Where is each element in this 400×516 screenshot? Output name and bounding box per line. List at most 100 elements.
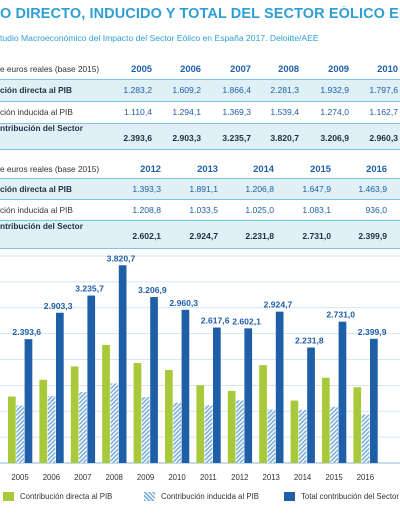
table-cell: 1.294,1 bbox=[172, 107, 201, 117]
table-cell: 3.820,7 bbox=[270, 133, 299, 143]
table-row: ntribución del Sector 2.393,6 2.903,3 3.… bbox=[0, 123, 400, 149]
table-cell: 2.231,8 bbox=[245, 231, 274, 241]
table-cell: 2.281,3 bbox=[270, 85, 299, 95]
contribution-bar-chart: 2.393,6 2.903,33.235,7 3.820,7 3.206,92.960… bbox=[0, 253, 400, 482]
x-tick-label: 2010 bbox=[168, 473, 186, 482]
data-label: 3.820,7 bbox=[107, 253, 136, 263]
bar-direct bbox=[259, 365, 267, 463]
table-cell: 1.083,1 bbox=[302, 205, 331, 215]
table-cell: 1.208,8 bbox=[132, 205, 161, 215]
data-label: 2.924,7 bbox=[264, 300, 293, 310]
bar-induced bbox=[330, 406, 338, 463]
legend-label-induced: Contribución inducida al PIB bbox=[161, 492, 259, 501]
bar-direct bbox=[322, 377, 330, 463]
table-cell: 936,0 bbox=[365, 205, 387, 215]
legend-swatch-total bbox=[284, 492, 295, 501]
unit-label: e euros reales (base 2015) bbox=[0, 64, 100, 74]
table-cell: 1.647,9 bbox=[302, 184, 331, 194]
table-cell: 2.731,0 bbox=[302, 231, 331, 241]
bar-direct bbox=[165, 369, 173, 463]
table-divider bbox=[0, 178, 400, 179]
bar-induced bbox=[110, 383, 119, 463]
data-label: 2.960,3 bbox=[169, 298, 198, 308]
table-row: ción directa al PIB 1.283,2 1.609,2 1.86… bbox=[0, 79, 400, 101]
table-cell: 1.393,3 bbox=[132, 184, 161, 194]
bar-induced bbox=[141, 397, 150, 463]
table-cell: 1.891,1 bbox=[189, 184, 218, 194]
table-header-row: e euros reales (base 2015) 2005 2006 200… bbox=[0, 58, 400, 80]
bar-induced bbox=[204, 405, 213, 463]
year-header: 2008 bbox=[278, 63, 299, 74]
x-tick-label: 2015 bbox=[325, 473, 343, 482]
unit-label: e euros reales (base 2015) bbox=[0, 164, 100, 174]
year-header: 2016 bbox=[366, 163, 387, 174]
row-label: ción inducida al PIB bbox=[0, 205, 73, 215]
x-tick-label: 2005 bbox=[11, 473, 29, 482]
table-cell: 1.274,0 bbox=[320, 107, 349, 117]
table-cell: 2.903,3 bbox=[172, 133, 201, 143]
bar-induced bbox=[236, 400, 244, 463]
legend-label-direct: Contribución directa al PIB bbox=[20, 492, 113, 501]
table-divider bbox=[0, 199, 400, 200]
bar-total bbox=[24, 339, 33, 463]
table-cell: 1.283,2 bbox=[123, 85, 152, 95]
bar-direct bbox=[8, 396, 16, 463]
page-subtitle: tudio Macroeconómico del Impacto del Sec… bbox=[0, 33, 319, 43]
bar-total bbox=[181, 309, 190, 463]
bar-total bbox=[370, 338, 378, 463]
table-divider bbox=[0, 101, 400, 102]
x-tick-label: 2011 bbox=[200, 473, 217, 482]
year-header: 2009 bbox=[328, 63, 349, 74]
data-label: 2.393,6 bbox=[12, 327, 41, 337]
bar-direct bbox=[353, 387, 362, 463]
bar-induced bbox=[173, 402, 181, 463]
bar-induced bbox=[267, 409, 276, 463]
year-header: 2012 bbox=[140, 163, 161, 174]
bar-direct bbox=[133, 362, 142, 463]
row-label: ción directa al PIB bbox=[0, 184, 72, 194]
table-row: ntribución del Sector 2.602,1 2.924,7 2.… bbox=[0, 220, 400, 248]
x-tick-label: 2009 bbox=[137, 473, 154, 482]
bar-induced bbox=[79, 392, 87, 463]
x-tick-label: 2008 bbox=[106, 473, 123, 482]
table-header-row: e euros reales (base 2015) 2012 2013 201… bbox=[0, 158, 400, 180]
table-cell: 2.393,6 bbox=[123, 133, 152, 143]
bar-total bbox=[213, 327, 221, 463]
year-header: 2010 bbox=[377, 63, 398, 74]
bar-total bbox=[338, 321, 347, 463]
bar-total bbox=[56, 312, 64, 463]
table-cell: 1.033,5 bbox=[189, 205, 218, 215]
table-cell: 1.162,7 bbox=[369, 107, 398, 117]
row-label: ntribución del Sector bbox=[0, 123, 83, 133]
data-label: 2.731,0 bbox=[326, 310, 355, 320]
table-divider bbox=[0, 123, 400, 124]
year-header: 2015 bbox=[310, 163, 331, 174]
table-cell: 3.206,9 bbox=[320, 133, 349, 143]
table-cell: 1.539,4 bbox=[270, 107, 299, 117]
table-cell: 2.960,3 bbox=[369, 133, 398, 143]
table-divider bbox=[0, 149, 400, 150]
bar-total bbox=[87, 295, 96, 463]
page-title: O DIRECTO, INDUCIDO Y TOTAL DEL SECTOR E… bbox=[0, 6, 400, 22]
bar-direct bbox=[70, 366, 79, 463]
bar-direct bbox=[290, 400, 299, 463]
table-row: ción inducida al PIB 1.110,4 1.294,1 1.3… bbox=[0, 101, 400, 123]
x-tick-label: 2006 bbox=[43, 473, 60, 482]
data-label: 2.399,9 bbox=[358, 327, 387, 337]
table-cell: 1.025,0 bbox=[245, 205, 274, 215]
table-cell: 1.463,9 bbox=[358, 184, 387, 194]
x-tick-label: 2007 bbox=[74, 473, 91, 482]
bar-total bbox=[118, 265, 127, 463]
bar-induced bbox=[47, 396, 56, 463]
table-cell: 1.932,9 bbox=[320, 85, 349, 95]
legend-label-total: Total contribución del Sector bbox=[301, 492, 399, 501]
row-label: ntribución del Sector bbox=[0, 221, 83, 231]
table-row: ción inducida al PIB 1.208,8 1.033,5 1.0… bbox=[0, 199, 400, 221]
data-label: 3.206,9 bbox=[138, 285, 167, 295]
table-divider bbox=[0, 220, 400, 221]
table-cell: 1.369,3 bbox=[222, 107, 251, 117]
data-label: 3.235,7 bbox=[75, 284, 104, 294]
bar-total bbox=[244, 328, 253, 463]
bar-direct bbox=[196, 385, 205, 463]
bar-induced bbox=[361, 414, 370, 463]
